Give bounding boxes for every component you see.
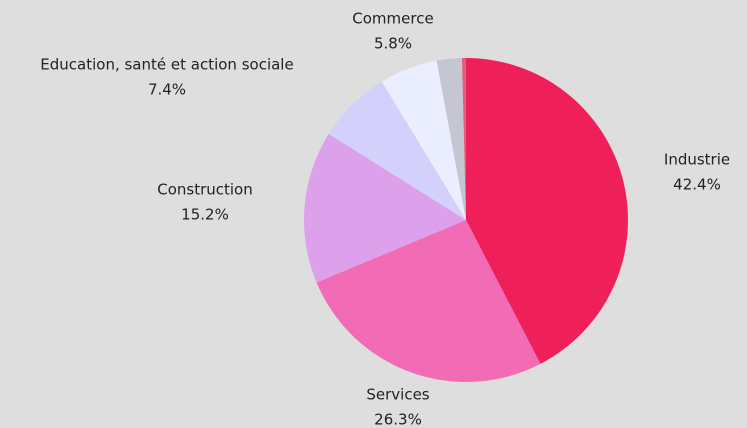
slice-label: Construction [157, 181, 253, 199]
pie-slice [316, 220, 541, 383]
slice-label: Industrie [664, 151, 730, 169]
pie-slice [304, 134, 466, 283]
slice-label: Commerce [352, 10, 433, 28]
pie-slice [328, 81, 466, 220]
slice-value-label: 7.4% [148, 81, 186, 99]
slice-label: Education, santé et action sociale [40, 56, 293, 74]
slice-value-label: 5.8% [374, 35, 412, 53]
slice-value-label: 26.3% [374, 411, 422, 428]
pie-slice [461, 58, 466, 220]
pie-slice [436, 58, 466, 220]
slice-label: Services [366, 386, 429, 404]
pie-slice [466, 58, 629, 364]
slice-value-label: 15.2% [181, 206, 229, 224]
pie-slice [381, 60, 466, 220]
slice-value-label: 42.4% [673, 176, 721, 194]
